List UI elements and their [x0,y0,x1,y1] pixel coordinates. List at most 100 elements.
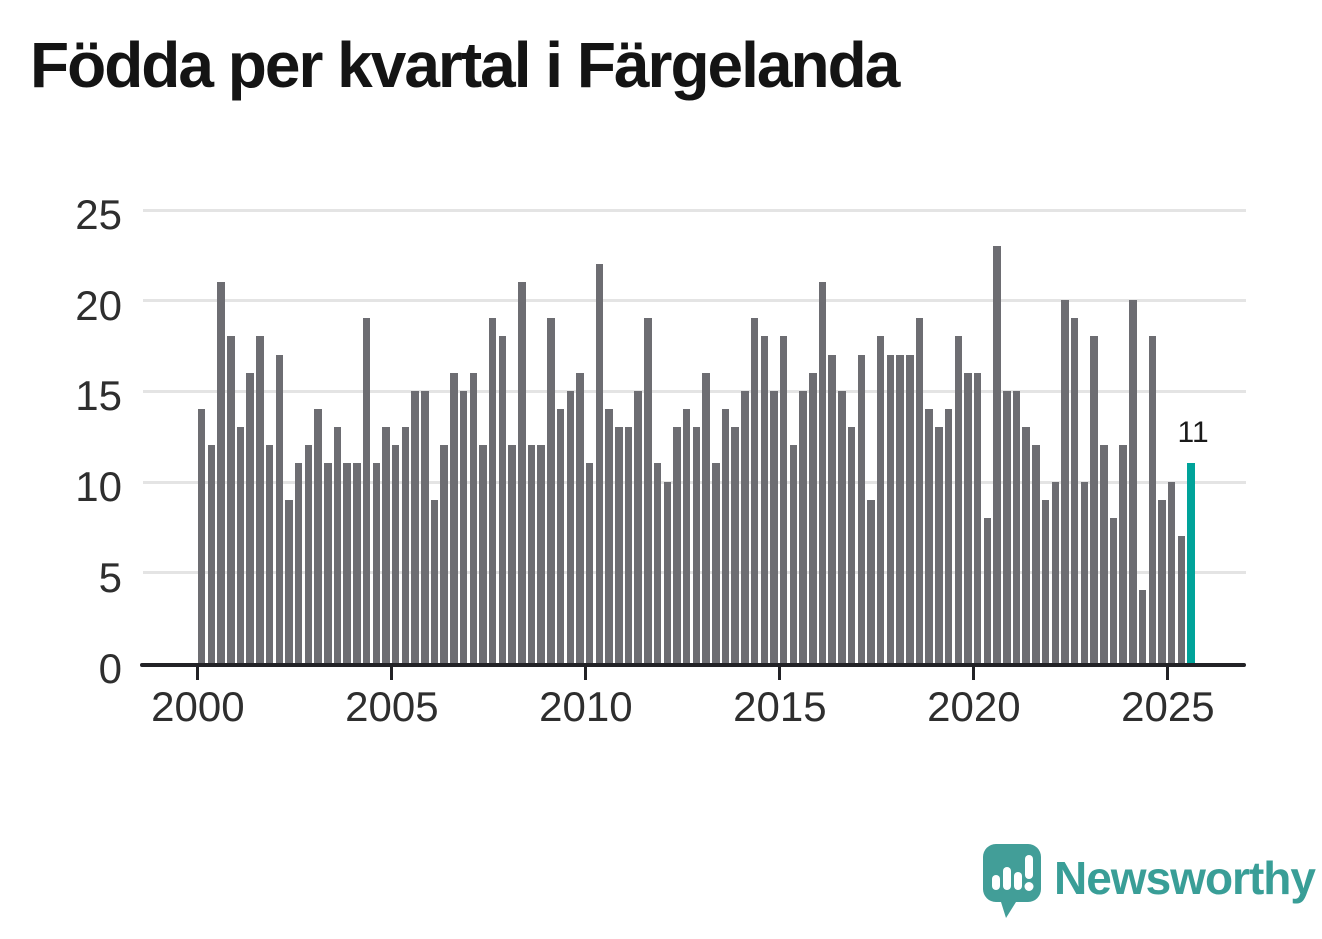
bar-2018-Q1 [896,354,904,663]
bar-2006-Q2 [440,445,448,663]
bar-2025-Q1 [1167,481,1176,663]
bar-2011-Q1 [624,427,633,663]
bar-2025-Q2 [1177,536,1186,663]
bar-2001-Q3 [256,336,264,663]
bar-2011-Q4 [653,463,662,663]
bar-2009-Q3 [566,390,575,663]
bar-2005-Q1 [391,445,400,663]
bar-2000-Q1 [197,409,206,663]
bar-2005-Q4 [421,390,429,663]
newsworthy-branding: Newsworthy [982,843,1316,923]
bar-2001-Q2 [246,372,254,663]
x-axis-label-2020: 2020 [927,683,1021,730]
bar-2009-Q2 [556,409,565,663]
bar-2008-Q1 [508,445,516,663]
x-axis-label-2015: 2015 [733,683,827,730]
bar-2017-Q2 [867,499,875,663]
bar-2023-Q2 [1100,445,1108,663]
bar-2015-Q1 [779,336,788,663]
chart-title: Födda per kvartal i Färgelanda [30,29,900,101]
bar-2010-Q1 [585,463,594,663]
bar-2024-Q2 [1138,590,1147,663]
x-tick-2010 [584,667,588,680]
bar-2009-Q1 [547,318,555,663]
y-axis-label-15: 15 [75,372,122,420]
bar-2023-Q1 [1090,336,1098,663]
bar-2007-Q1 [469,372,478,663]
bar-2012-Q4 [692,427,701,663]
bar-2006-Q1 [430,499,439,663]
bar-2008-Q4 [537,445,545,663]
bar-2022-Q3 [1070,318,1079,663]
bar-2014-Q1 [741,390,749,663]
bar-2007-Q3 [488,318,497,663]
bar-2009-Q4 [576,372,584,663]
bar-2018-Q2 [906,354,914,663]
bar-2015-Q2 [789,445,798,663]
bar-2013-Q2 [712,463,720,663]
bar-2004-Q2 [362,318,371,663]
bar-2000-Q4 [227,336,235,663]
newsworthy-speech-bubble-bar-chart-icon [983,844,1041,918]
bar-2000-Q2 [207,445,216,663]
bar-2003-Q1 [314,409,322,663]
x-axis-label-2025: 2025 [1121,683,1215,730]
bar-2007-Q4 [498,336,507,663]
bar-2004-Q4 [382,427,390,663]
bar-2003-Q3 [333,427,342,663]
bar-2021-Q4 [1041,499,1050,663]
bar-2020-Q2 [983,517,992,663]
bar-2011-Q2 [634,390,642,663]
bar-2012-Q2 [673,427,681,663]
bar-2002-Q4 [304,445,313,663]
bar-2025-Q3 [1187,463,1195,663]
x-axis-line [140,663,1246,667]
y-gridline-15 [143,389,1246,393]
bar-2019-Q2 [944,409,953,663]
x-axis-label-2010: 2010 [539,683,633,730]
bar-2016-Q4 [847,427,856,663]
x-tick-2020 [972,667,976,680]
y-gridline-20 [143,299,1246,303]
bar-2021-Q3 [1032,445,1040,663]
bar-2022-Q2 [1061,300,1069,663]
bar-2024-Q1 [1129,300,1137,663]
bar-2015-Q4 [809,372,817,663]
bar-2019-Q4 [964,372,972,663]
bar-2020-Q3 [993,245,1001,663]
bar-2017-Q4 [886,354,895,663]
bar-2021-Q1 [1012,390,1021,663]
bar-2013-Q4 [731,427,739,663]
bar-2001-Q4 [265,445,274,663]
y-axis-label-20: 20 [75,281,122,329]
x-tick-2000 [196,667,200,680]
bar-2023-Q4 [1119,445,1127,663]
bar-2013-Q1 [702,372,710,663]
bar-2012-Q1 [663,481,672,663]
bar-2022-Q4 [1080,481,1089,663]
bar-2003-Q4 [343,463,351,663]
bar-2024-Q3 [1148,336,1157,663]
bar-2017-Q1 [857,354,866,663]
y-axis-label-0: 0 [98,644,122,692]
bar-2005-Q3 [411,390,419,663]
x-axis-label-2000: 2000 [151,683,245,730]
y-axis-label-25: 25 [75,191,122,238]
bar-2023-Q3 [1109,517,1118,663]
bar-2016-Q3 [838,390,846,663]
bar-2019-Q1 [935,427,943,663]
newsworthy-wordmark: Newsworthy [1054,852,1316,904]
bar-2004-Q1 [353,463,361,663]
x-tick-2005 [390,667,394,680]
bar-2019-Q3 [954,336,963,663]
bar-2024-Q4 [1158,499,1166,663]
y-axis-label-5: 5 [98,553,122,601]
bar-2006-Q3 [450,372,458,663]
bar-2002-Q1 [275,354,284,663]
bar-2002-Q3 [294,463,303,663]
bar-2001-Q1 [236,427,245,663]
bar-2020-Q4 [1003,390,1011,663]
y-axis-label-10: 10 [75,463,122,511]
bar-2015-Q3 [799,390,807,663]
